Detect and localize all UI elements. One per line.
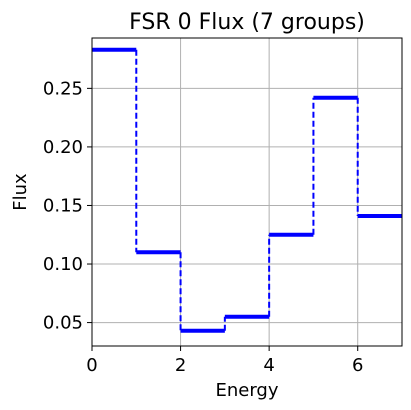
- y-tick-label: 0.10: [43, 254, 83, 275]
- y-axis-label: Flux: [10, 173, 31, 211]
- x-axis-ticks: 0 2 4 6: [86, 346, 363, 376]
- plot-frame: [91, 37, 403, 347]
- flux-step-series: [92, 47, 402, 333]
- y-tick-label: 0.05: [43, 313, 83, 334]
- x-tick-label: 4: [263, 355, 274, 376]
- grid-lines: [91, 38, 402, 346]
- y-axis-ticks: 0.05 0.10 0.15 0.20 0.25: [43, 78, 92, 334]
- x-tick-label: 0: [86, 355, 97, 376]
- x-tick-label: 2: [175, 355, 186, 376]
- y-tick-label: 0.15: [43, 195, 83, 216]
- x-axis-label: Energy: [215, 380, 278, 401]
- chart-title: FSR 0 Flux (7 groups): [129, 10, 365, 35]
- y-tick-label: 0.25: [43, 78, 83, 99]
- y-tick-label: 0.20: [43, 137, 83, 158]
- x-tick-label: 6: [352, 355, 363, 376]
